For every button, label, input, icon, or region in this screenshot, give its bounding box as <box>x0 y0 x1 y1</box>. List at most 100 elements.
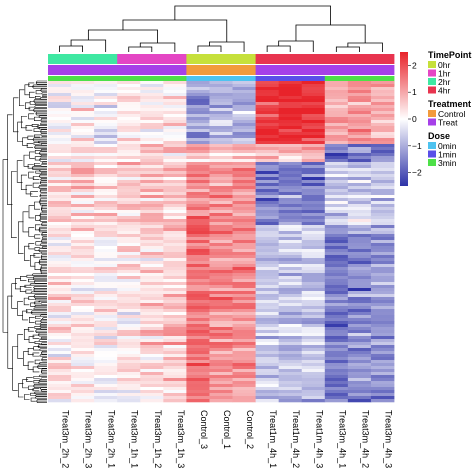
dendrogram-branch <box>35 111 47 114</box>
heatmap-cell <box>71 198 95 202</box>
heatmap-cell <box>186 396 210 400</box>
heatmap-cell <box>186 363 210 367</box>
heatmap-cell <box>186 234 210 238</box>
heatmap-cell <box>117 252 141 256</box>
heatmap-cell <box>370 222 395 226</box>
heatmap-cell <box>278 159 303 163</box>
dendrogram-branch <box>39 182 47 184</box>
heatmap-cell <box>209 237 233 241</box>
heatmap-cell <box>94 303 118 307</box>
dendrogram-branch <box>38 173 47 177</box>
heatmap-cell <box>94 177 118 181</box>
heatmap-cell <box>278 108 303 112</box>
heatmap-cell <box>347 162 372 166</box>
heatmap-cell <box>140 285 164 289</box>
heatmap-cell <box>370 216 395 220</box>
column-label: Control_3 <box>199 410 209 449</box>
heatmap-cell <box>48 99 72 103</box>
heatmap-cell <box>232 186 256 190</box>
dendrogram-branch <box>40 172 47 175</box>
heatmap-cell <box>370 171 395 175</box>
dendrogram-branch <box>40 389 47 392</box>
heatmap-cell <box>186 357 210 361</box>
heatmap-cell <box>347 84 372 88</box>
column-label: Treat3m_2h_3 <box>84 410 94 468</box>
heatmap-cell <box>117 195 141 199</box>
dendrogram-branch <box>37 346 47 349</box>
heatmap-cell <box>347 363 372 367</box>
heatmap-cell <box>94 237 118 241</box>
heatmap-cell <box>117 354 141 358</box>
dendrogram-branch <box>34 96 41 99</box>
dendrogram-branch <box>29 317 35 323</box>
heatmap-cell <box>232 204 256 208</box>
heatmap-cell <box>163 117 187 121</box>
heatmap-cell <box>255 93 280 97</box>
heatmap-cell <box>324 384 349 388</box>
heatmap-cell <box>301 300 326 304</box>
heatmap-cell <box>48 81 72 85</box>
heatmap-cell <box>324 303 349 307</box>
heatmap-cell <box>370 261 395 265</box>
heatmap-cell <box>94 93 118 97</box>
heatmap-cell <box>209 183 233 187</box>
heatmap-cell <box>301 339 326 343</box>
heatmap-cell <box>94 117 118 121</box>
heatmap-cell <box>140 264 164 268</box>
heatmap-cell <box>370 237 395 241</box>
heatmap-cell <box>71 312 95 316</box>
heatmap-cell <box>71 126 95 130</box>
heatmap-cell <box>140 192 164 196</box>
heatmap-cell <box>255 255 280 259</box>
heatmap-cell <box>278 228 303 232</box>
heatmap-cell <box>117 366 141 370</box>
heatmap-cell <box>71 141 95 145</box>
heatmap-cell <box>71 360 95 364</box>
heatmap-cell <box>48 114 72 118</box>
heatmap-cell <box>186 150 210 154</box>
dendrogram-branch <box>28 205 35 219</box>
heatmap-cell <box>347 159 372 163</box>
heatmap-cell <box>255 324 280 328</box>
heatmap-cell <box>232 240 256 244</box>
heatmap-cell <box>186 207 210 211</box>
heatmap-cell <box>48 348 72 352</box>
heatmap-cell <box>232 312 256 316</box>
heatmap-cell <box>163 303 187 307</box>
dendrogram-branch <box>34 247 41 251</box>
heatmap-cell <box>48 303 72 307</box>
heatmap-cell <box>301 237 326 241</box>
heatmap-cell <box>71 351 95 355</box>
heatmap-cell <box>48 387 72 391</box>
heatmap-cell <box>209 129 233 133</box>
dendrogram-branch <box>34 298 47 300</box>
dendrogram-branch <box>33 128 40 132</box>
dendrogram-branch <box>34 145 47 148</box>
heatmap-cell <box>117 339 141 343</box>
dendrogram-branch <box>335 46 360 52</box>
heatmap-cell <box>94 222 118 226</box>
heatmap-cell <box>117 183 141 187</box>
dendrogram-branch <box>34 156 41 161</box>
heatmap-cell <box>301 249 326 253</box>
heatmap-cell <box>347 288 372 292</box>
heatmap-cell <box>140 354 164 358</box>
legend-label: 1min <box>438 150 457 160</box>
heatmap-cell <box>94 120 118 124</box>
dendrogram-branch <box>39 215 47 219</box>
dendrogram-branch <box>40 320 47 323</box>
heatmap-cell <box>278 150 303 154</box>
heatmap-cell <box>278 81 303 85</box>
heatmap-cell <box>186 108 210 112</box>
annotation-cell-treatment <box>140 65 164 75</box>
heatmap-cell <box>255 372 280 376</box>
heatmap-cell <box>94 159 118 163</box>
heatmap-cell <box>301 153 326 157</box>
heatmap-cell <box>347 336 372 340</box>
heatmap-cell <box>347 201 372 205</box>
heatmap-cell <box>232 366 256 370</box>
heatmap-cell <box>140 342 164 346</box>
heatmap-cell <box>324 189 349 193</box>
heatmap-cell <box>370 309 395 313</box>
legend-label: 0min <box>438 141 457 151</box>
